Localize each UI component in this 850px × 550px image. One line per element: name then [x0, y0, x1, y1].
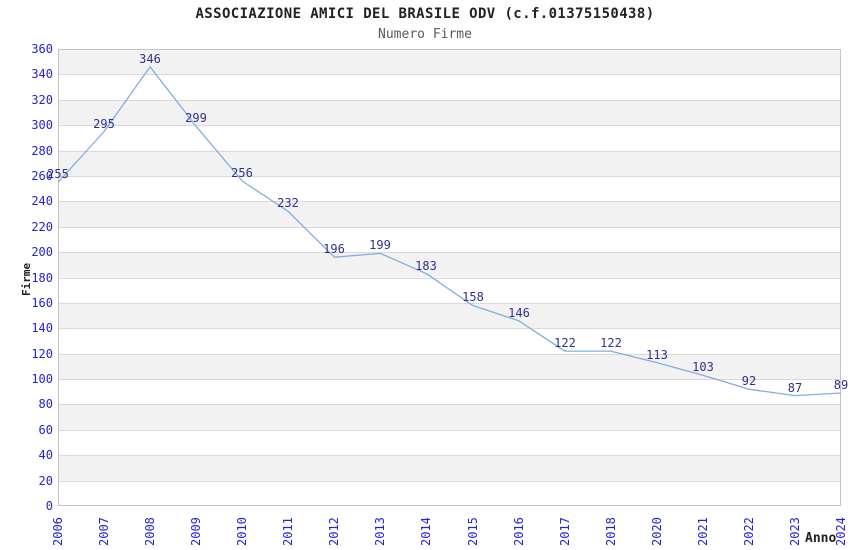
band-rect: [58, 99, 841, 126]
data-label: 295: [93, 117, 115, 131]
y-tick-label: 180: [31, 271, 53, 285]
data-label: 103: [692, 360, 714, 374]
x-tick-label: 2015: [466, 517, 480, 546]
background-bands: [58, 49, 841, 481]
x-tick-label: 2011: [281, 517, 295, 546]
data-label: 232: [277, 196, 299, 210]
data-label: 122: [600, 336, 622, 350]
x-tick-label: 2017: [558, 517, 572, 546]
x-axis-title: Anno: [805, 531, 837, 546]
y-tick-label: 260: [31, 169, 53, 183]
series-line: [58, 66, 841, 397]
x-tick-label: 2018: [604, 517, 618, 546]
y-tick-label: 220: [31, 220, 53, 234]
x-tick-label: 2007: [97, 517, 111, 546]
x-tick-label: 2014: [419, 517, 433, 546]
data-label: 87: [787, 381, 803, 395]
data-label: 196: [323, 242, 345, 256]
data-label: 89: [833, 378, 849, 392]
y-tick-label: 80: [38, 397, 53, 411]
plot-border: [58, 49, 841, 506]
y-tick-label: 100: [31, 372, 53, 386]
y-tick-label: 60: [38, 423, 53, 437]
data-label: 183: [415, 259, 437, 273]
band-rect: [58, 353, 841, 380]
y-tick-label: 0: [45, 499, 53, 513]
y-tick-label: 20: [38, 474, 53, 488]
y-tick-label: 280: [31, 144, 53, 158]
band-rect: [58, 49, 841, 75]
y-tick-label: 240: [31, 194, 53, 208]
y-tick-label: 40: [38, 448, 53, 462]
x-tick-label: 2021: [696, 517, 710, 546]
x-tick-label: 2008: [143, 517, 157, 546]
y-tick-label: 200: [31, 245, 53, 259]
data-label: 199: [369, 238, 391, 252]
band-rect: [58, 150, 841, 176]
data-label: 113: [646, 348, 668, 362]
x-tick-label: 2023: [788, 517, 802, 546]
band-rect: [58, 455, 841, 481]
band-rect: [58, 404, 841, 430]
data-label: 146: [508, 306, 530, 320]
x-tick-label: 2016: [512, 517, 526, 546]
y-tick-label: 160: [31, 296, 53, 310]
chart-subtitle: Numero Firme: [378, 27, 472, 42]
y-tick-label: 340: [31, 67, 53, 81]
y-tick-label: 120: [31, 347, 53, 361]
x-tick-label: 2013: [373, 517, 387, 546]
y-tick-label: 300: [31, 118, 53, 132]
x-tick-label: 2012: [327, 517, 341, 546]
data-label: 122: [554, 336, 576, 350]
data-label: 158: [462, 290, 484, 304]
x-tick-label: 2022: [742, 517, 756, 546]
x-tick-label: 2020: [650, 517, 664, 546]
data-label: 255: [47, 167, 69, 181]
x-tick-label: 2006: [51, 517, 65, 546]
data-label: 346: [139, 52, 161, 66]
x-tick-label: 2009: [189, 517, 203, 546]
data-label: 92: [741, 374, 757, 388]
y-axis-title: Firme: [20, 262, 33, 296]
x-tick-label: 2010: [235, 517, 249, 546]
data-label: 299: [185, 111, 207, 125]
band-rect: [58, 201, 841, 227]
plot-area: [58, 49, 841, 506]
band-rect: [58, 302, 841, 329]
y-tick-label: 320: [31, 93, 53, 107]
data-label: 256: [231, 166, 253, 180]
chart-title: ASSOCIAZIONE AMICI DEL BRASILE ODV (c.f.…: [195, 6, 655, 22]
band-rect: [58, 252, 841, 278]
y-tick-label: 360: [31, 42, 53, 56]
y-tick-label: 140: [31, 321, 53, 335]
